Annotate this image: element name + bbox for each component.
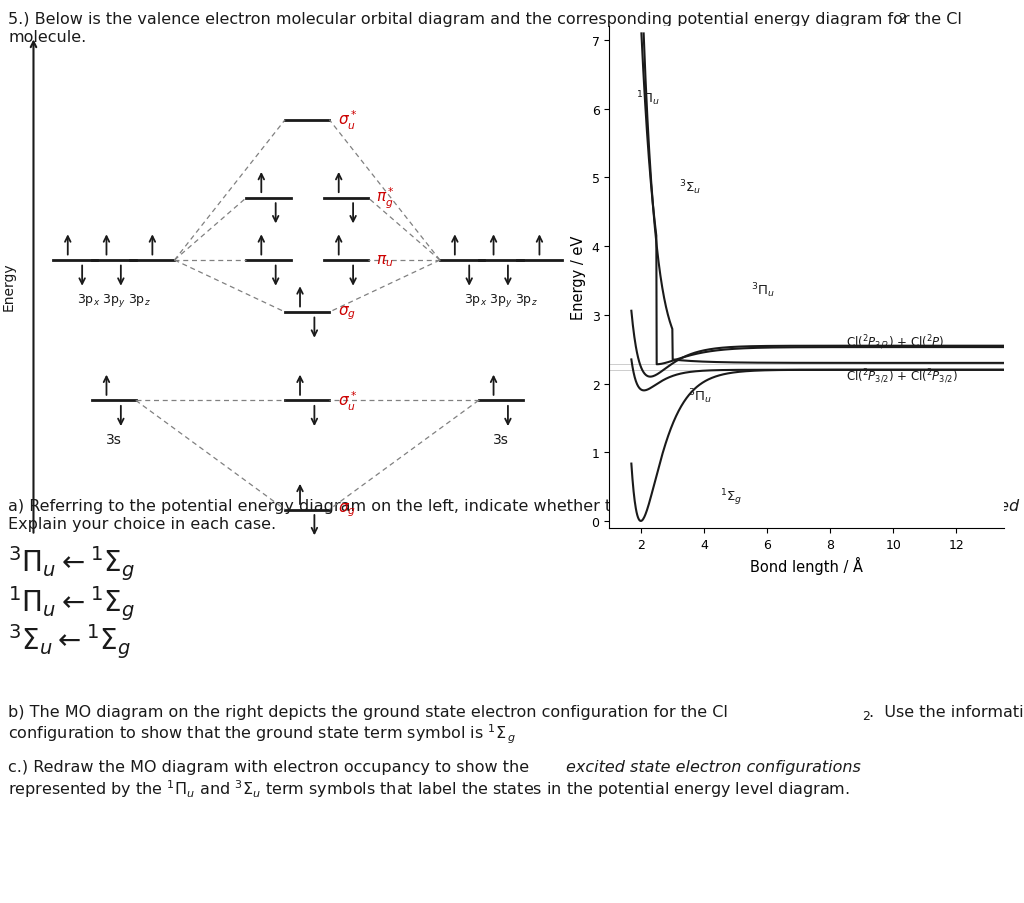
Text: Cl($^2P_{3/2}$) + Cl($^2P_{3/2}$): Cl($^2P_{3/2}$) + Cl($^2P_{3/2}$) (846, 368, 957, 386)
Text: a) Referring to the potential energy diagram on the left, indicate whether the f: a) Referring to the potential energy dia… (8, 498, 836, 514)
Text: $\sigma_u^*$: $\sigma_u^*$ (338, 109, 357, 132)
Text: 2: 2 (862, 709, 869, 722)
Text: Energy: Energy (2, 263, 15, 311)
Text: $^1\Pi_u \leftarrow {^1\Sigma_g}$: $^1\Pi_u \leftarrow {^1\Sigma_g}$ (8, 584, 134, 623)
Text: ?: ? (972, 498, 980, 514)
Text: $\pi_g^*$: $\pi_g^*$ (377, 186, 395, 211)
Text: 3p$_x$ 3p$_y$ 3p$_z$: 3p$_x$ 3p$_y$ 3p$_z$ (77, 292, 151, 309)
Text: $^1\Sigma_g$: $^1\Sigma_g$ (720, 487, 742, 507)
Text: 3s: 3s (493, 432, 509, 446)
Y-axis label: Energy / eV: Energy / eV (571, 236, 586, 320)
Text: 2: 2 (898, 12, 906, 25)
Text: configuration to show that the ground state term symbol is $^1\Sigma_{\,g}$: configuration to show that the ground st… (8, 722, 516, 746)
Text: 3s: 3s (105, 432, 122, 446)
Text: .  Use the information from this: . Use the information from this (869, 704, 1024, 719)
Text: $\sigma_g$: $\sigma_g$ (338, 304, 355, 321)
Text: molecule.: molecule. (8, 30, 86, 45)
Text: 3p$_x$ 3p$_y$ 3p$_z$: 3p$_x$ 3p$_y$ 3p$_z$ (464, 292, 538, 309)
Text: $^3\Pi_u$: $^3\Pi_u$ (688, 387, 712, 406)
Text: allowed or not allowed: allowed or not allowed (838, 498, 1019, 514)
Text: excited state electron configurations: excited state electron configurations (566, 759, 861, 774)
Text: $\pi_u$: $\pi_u$ (377, 253, 394, 268)
Text: $^3\Pi_u$: $^3\Pi_u$ (752, 281, 775, 300)
X-axis label: Bond length / Å: Bond length / Å (750, 556, 863, 574)
Text: $^3\Pi_u \leftarrow {^1\Sigma_g}$: $^3\Pi_u \leftarrow {^1\Sigma_g}$ (8, 545, 134, 582)
Text: Explain your choice in each case.: Explain your choice in each case. (8, 517, 276, 531)
Text: $^3\Sigma_u$: $^3\Sigma_u$ (679, 178, 701, 197)
Text: c.) Redraw the MO diagram with electron occupancy to show the: c.) Redraw the MO diagram with electron … (8, 759, 535, 774)
Text: Cl($^2P_{3/2}$) + Cl($^2P$): Cl($^2P_{3/2}$) + Cl($^2P$) (846, 333, 944, 351)
Text: $\sigma_u^*$: $\sigma_u^*$ (338, 389, 357, 413)
Text: b) The MO diagram on the right depicts the ground state electron configuration f: b) The MO diagram on the right depicts t… (8, 704, 728, 719)
Text: represented by the $^1\Pi_u$ and $^3\Sigma_u$ term symbols that label the states: represented by the $^1\Pi_u$ and $^3\Sig… (8, 777, 850, 799)
Text: 5.) Below is the valence electron molecular orbital diagram and the correspondin: 5.) Below is the valence electron molecu… (8, 12, 962, 27)
Text: $^3\Sigma_u \leftarrow {^1\Sigma_g}$: $^3\Sigma_u \leftarrow {^1\Sigma_g}$ (8, 622, 131, 661)
Text: $^1\Pi_u$: $^1\Pi_u$ (636, 88, 660, 107)
Text: $\sigma_g$: $\sigma_g$ (338, 501, 355, 518)
